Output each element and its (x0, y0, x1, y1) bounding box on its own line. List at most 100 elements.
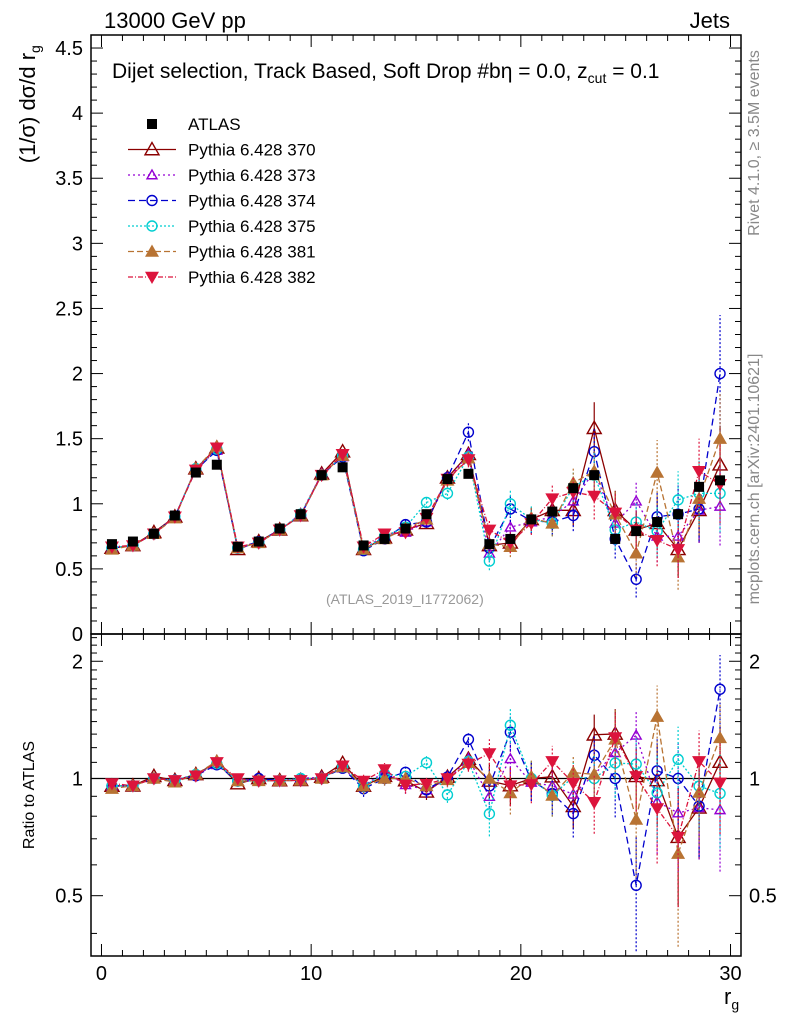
x-tick-label: 30 (719, 963, 741, 985)
series-382-ratio-line (111, 735, 721, 839)
series-382-ratio-point (272, 775, 287, 788)
series-374-line (111, 373, 721, 581)
series-373 (105, 443, 727, 872)
series-382-point (335, 449, 350, 462)
analysis-tag: (ATLAS_2019_I1772062) (326, 591, 484, 607)
series-375-point (651, 525, 663, 537)
legend-item: Pythia 6.428 374 (128, 192, 316, 211)
series-381-ratio-point (482, 771, 497, 784)
atlas-data-point (547, 506, 558, 517)
atlas-data-point (316, 470, 327, 481)
legend-item: ATLAS (147, 115, 241, 134)
series-382-ratio-point (461, 758, 476, 771)
series-375-point (420, 496, 433, 509)
series-382-ratio-point (188, 770, 203, 783)
atlas-data-point (652, 517, 663, 528)
legend-marker (145, 244, 159, 257)
series-382-point (545, 493, 560, 506)
series-382-point (608, 507, 623, 520)
atlas-data-point (232, 541, 243, 552)
y-tick-label: 1 (72, 494, 83, 516)
series-382-ratio-point (377, 764, 392, 777)
legend-label: ATLAS (188, 115, 241, 134)
x-tick-label: 20 (510, 963, 532, 985)
series-382-ratio-point (167, 775, 182, 788)
header-right: Jets (689, 8, 730, 33)
series-375-point (441, 487, 454, 500)
atlas-data-point (148, 528, 159, 539)
series-382-ratio-point (251, 775, 266, 788)
series-382-point (461, 454, 476, 467)
series-370-ratio-point (586, 726, 603, 741)
atlas-data-point (253, 536, 264, 547)
series-381-point (713, 431, 728, 444)
series-373-line (111, 449, 721, 555)
series-374-ratio-point (630, 879, 642, 892)
series-381-point (692, 491, 707, 504)
y-tick-label: 2.5 (55, 298, 83, 320)
series-381-ratio-point (545, 788, 560, 801)
ratio-y-tick-label-right: 0.5 (749, 886, 777, 908)
series-381-ratio-point (377, 771, 392, 784)
series-374-ratio-point (714, 683, 726, 695)
series-374-point (714, 367, 726, 380)
series-375-line (111, 447, 721, 564)
legend-label: Pythia 6.428 373 (188, 166, 316, 185)
series-382-ratio-point (713, 777, 728, 790)
legend-item: Pythia 6.428 373 (128, 166, 316, 185)
ratio-y-tick-label-right: 1 (749, 768, 760, 790)
series-375-ratio-point (651, 787, 663, 799)
legend-item: Pythia 6.428 375 (128, 217, 316, 236)
series-374-point (630, 573, 642, 586)
y-tick-label: 4.5 (55, 38, 83, 60)
series-382-ratio-point (125, 780, 140, 793)
series-382-ratio-point (230, 773, 245, 786)
series-382-point (692, 465, 707, 479)
legend-label: Pythia 6.428 381 (188, 243, 316, 262)
series-382-ratio-point (671, 831, 686, 845)
legend-item: Pythia 6.428 382 (128, 268, 316, 287)
atlas-data-point (358, 540, 369, 551)
y-tick-label: 3.5 (55, 168, 83, 190)
series-381-point (629, 546, 644, 559)
series-382-point (209, 442, 224, 455)
atlas-data-point (694, 481, 705, 492)
atlas-data-point (442, 474, 453, 485)
atlas-data-point (211, 459, 222, 470)
y-tick-label: 0.5 (55, 559, 83, 581)
series-375-ratio-point (672, 753, 684, 766)
series-382-ratio-point (209, 757, 224, 770)
series-381-ratio-point (566, 765, 581, 778)
series-382-ratio-point (587, 797, 602, 810)
y-tick-label: 4 (72, 103, 83, 125)
series-382-ratio-point (692, 756, 707, 769)
series-374-ratio-point (462, 733, 475, 746)
series-382-point (671, 544, 686, 557)
legend-marker (147, 119, 157, 129)
series-381-ratio-point (629, 812, 644, 825)
atlas-data-point (127, 536, 138, 547)
legend-marker (146, 220, 158, 232)
legend-marker (143, 141, 161, 156)
ratio-y-tick-label: 0.5 (55, 886, 83, 908)
series-atlas-data (106, 459, 726, 552)
series-374-point (462, 426, 475, 438)
plot-title-tail: = 0.1 (606, 60, 660, 83)
series-381-ratio-point (671, 846, 686, 859)
atlas-data-point (379, 533, 390, 544)
series-373-point (504, 520, 517, 532)
plot-title-suffix: η = 0.0, z (500, 60, 588, 83)
series-375-ratio-point (420, 756, 433, 769)
legend-label: Pythia 6.428 375 (188, 217, 316, 236)
legend-item: Pythia 6.428 381 (128, 243, 316, 262)
x-tick-label: 10 (300, 963, 322, 985)
series-375-point (483, 555, 496, 567)
series-373-ratio-point (504, 752, 517, 764)
atlas-data-point (169, 510, 180, 521)
atlas-data-point (526, 514, 537, 525)
legend-marker (145, 271, 159, 284)
series-375-point (504, 498, 517, 510)
atlas-data-point (400, 523, 411, 534)
atlas-data-point (505, 533, 516, 544)
